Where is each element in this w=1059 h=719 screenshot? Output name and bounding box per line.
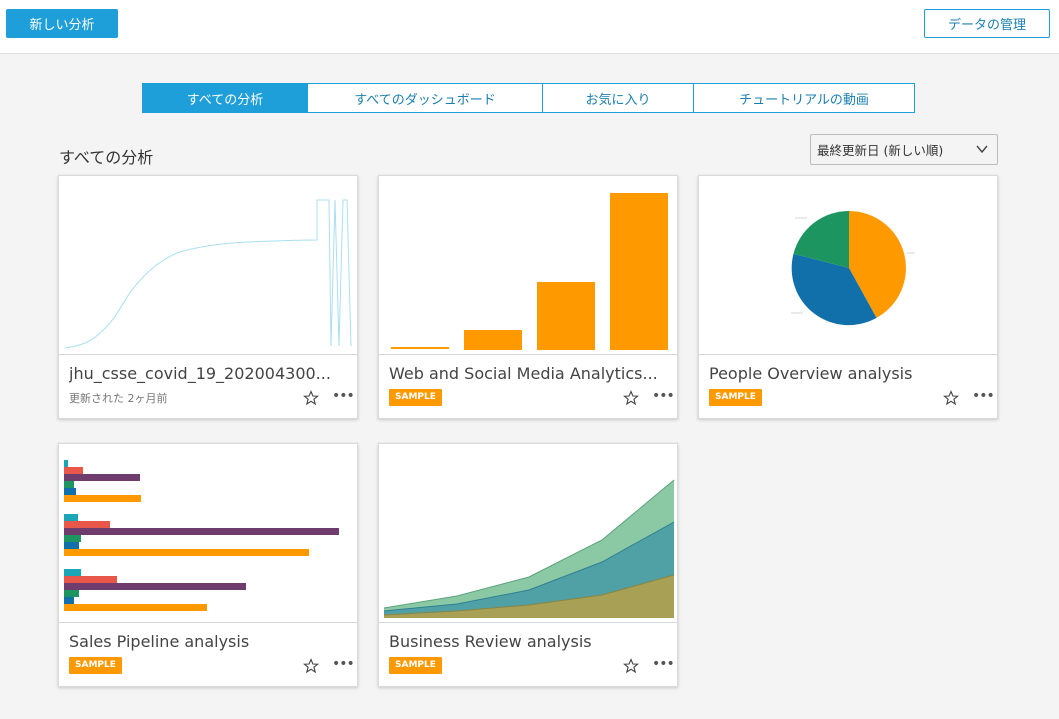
card-updated-text: 更新された 2ヶ月前 bbox=[69, 392, 168, 405]
star-outline-icon[interactable] bbox=[303, 390, 319, 406]
card-title[interactable]: jhu_csse_covid_19_202004300... bbox=[69, 364, 331, 383]
card-title[interactable]: Web and Social Media Analytics... bbox=[389, 364, 658, 383]
sort-selected-value: 最終更新日 (新しい順) bbox=[817, 143, 944, 158]
chevron-down-icon bbox=[976, 145, 988, 154]
card-thumbnail-bar-chart bbox=[379, 176, 677, 355]
sample-badge: SAMPLE bbox=[389, 389, 442, 406]
section-title: すべての分析 bbox=[59, 148, 154, 167]
top-bar: 新しい分析 データの管理 bbox=[0, 0, 1059, 54]
card-thumbnail-area-chart bbox=[379, 444, 677, 623]
card-thumbnail-line-chart bbox=[59, 176, 357, 355]
sample-badge: SAMPLE bbox=[389, 657, 442, 674]
view-tabs: すべての分析 すべてのダッシュボード お気に入り チュートリアルの動画 bbox=[142, 83, 915, 113]
sample-badge: SAMPLE bbox=[69, 657, 122, 674]
analysis-card[interactable]: Sales Pipeline analysis SAMPLE ••• bbox=[58, 443, 358, 687]
star-outline-icon[interactable] bbox=[943, 390, 959, 406]
more-horizontal-icon[interactable]: ••• bbox=[972, 388, 995, 404]
star-outline-icon[interactable] bbox=[623, 658, 639, 674]
tab-all-dashboards[interactable]: すべてのダッシュボード bbox=[308, 84, 543, 112]
card-title[interactable]: People Overview analysis bbox=[709, 364, 913, 383]
analysis-card[interactable]: jhu_csse_covid_19_202004300... 更新された 2ヶ月… bbox=[58, 175, 358, 419]
sample-badge: SAMPLE bbox=[709, 389, 762, 406]
tab-tutorial-videos[interactable]: チュートリアルの動画 bbox=[739, 92, 869, 108]
more-horizontal-icon[interactable]: ••• bbox=[652, 656, 675, 672]
card-title[interactable]: Business Review analysis bbox=[389, 632, 592, 651]
tab-favorites[interactable]: お気に入り bbox=[543, 84, 694, 112]
manage-data-button[interactable]: データの管理 bbox=[924, 9, 1050, 38]
star-outline-icon[interactable] bbox=[303, 658, 319, 674]
more-horizontal-icon[interactable]: ••• bbox=[332, 656, 355, 672]
analysis-card[interactable]: Business Review analysis SAMPLE ••• bbox=[378, 443, 678, 687]
analysis-card[interactable]: People Overview analysis SAMPLE ••• bbox=[698, 175, 998, 419]
more-horizontal-icon[interactable]: ••• bbox=[332, 388, 355, 404]
star-outline-icon[interactable] bbox=[623, 390, 639, 406]
more-horizontal-icon[interactable]: ••• bbox=[652, 388, 675, 404]
card-title[interactable]: Sales Pipeline analysis bbox=[69, 632, 250, 651]
tab-all-analyses[interactable]: すべての分析 bbox=[143, 84, 308, 112]
analysis-card[interactable]: Web and Social Media Analytics... SAMPLE… bbox=[378, 175, 678, 419]
sort-dropdown[interactable]: 最終更新日 (新しい順) bbox=[810, 134, 998, 165]
new-analysis-button[interactable]: 新しい分析 bbox=[6, 9, 118, 38]
card-thumbnail-pie-chart bbox=[699, 176, 997, 355]
card-thumbnail-horizontal-bar-chart bbox=[59, 444, 357, 623]
